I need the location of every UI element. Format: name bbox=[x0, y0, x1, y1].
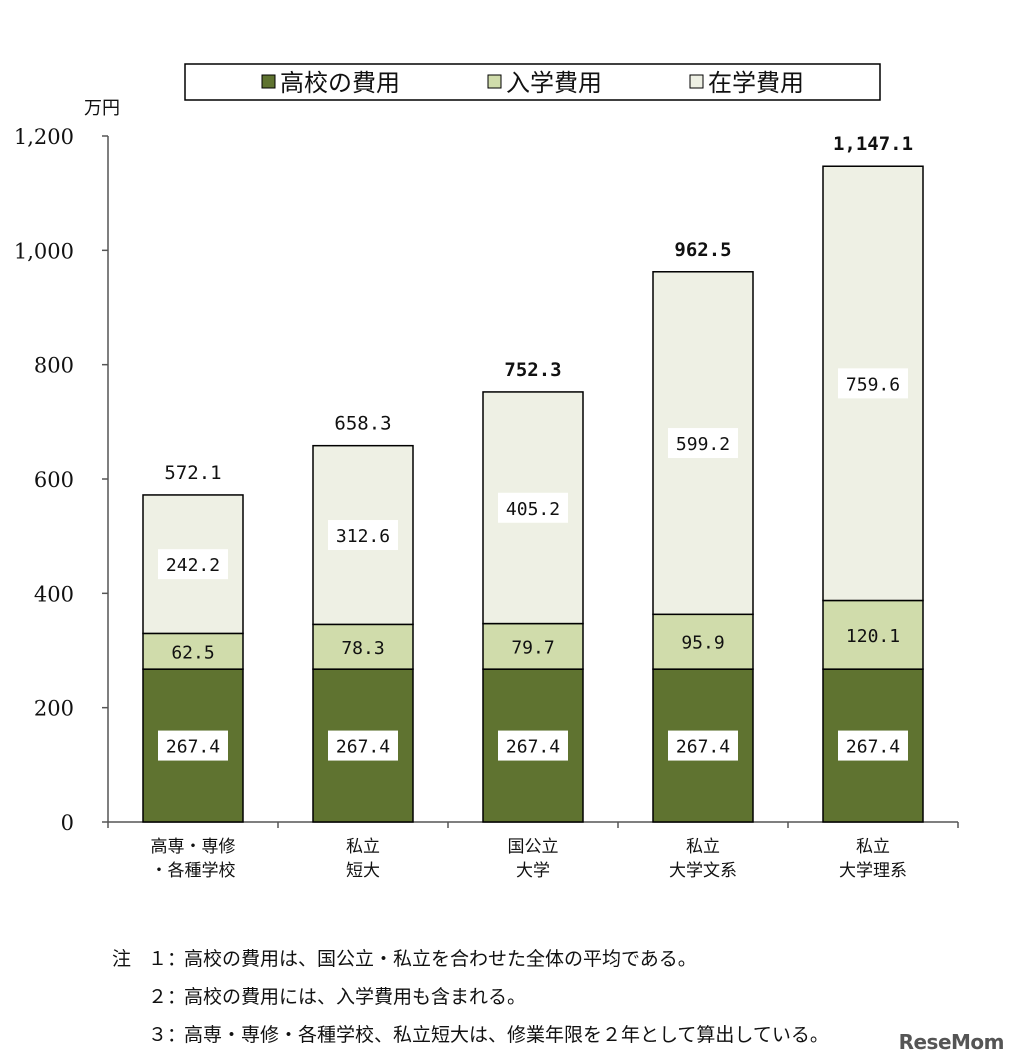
bar-value-label-box bbox=[158, 730, 228, 761]
note-row-3: ３： 高専・専修・各種学校、私立短大は、修業年限を２年として算出している。 bbox=[112, 1016, 829, 1054]
note-number: ３： bbox=[148, 1024, 187, 1046]
note-number: ２： bbox=[148, 986, 187, 1008]
bar-value-label: 267.4 bbox=[846, 737, 900, 758]
x-category-label: 私立 bbox=[346, 837, 380, 857]
legend-label: 入学費用 bbox=[506, 69, 602, 97]
x-category-label: 大学文系 bbox=[669, 861, 737, 881]
note-text: 高校の費用は、国公立・私立を合わせた全体の平均である。 bbox=[184, 948, 697, 970]
note-prefix: 注 bbox=[112, 948, 132, 970]
bar-value-label: 599.2 bbox=[676, 434, 730, 455]
note-row-1: 注 １： 高校の費用は、国公立・私立を合わせた全体の平均である。 bbox=[112, 940, 829, 978]
bar-value-label: 267.4 bbox=[506, 737, 560, 758]
y-tick-label: 800 bbox=[34, 354, 74, 378]
bar-value-label-box bbox=[498, 730, 568, 761]
x-category-label: 高専・専修 bbox=[151, 837, 236, 857]
bar-value-label-box bbox=[838, 368, 908, 399]
x-category-label: 短大 bbox=[346, 861, 380, 881]
bar-value-label-box bbox=[158, 549, 228, 580]
legend-swatch bbox=[487, 74, 502, 89]
bar-total-label: 1,147.1 bbox=[833, 133, 913, 155]
legend-label: 在学費用 bbox=[708, 69, 804, 97]
note-number: １： bbox=[148, 948, 187, 970]
x-category-label: 私立 bbox=[856, 837, 890, 857]
bar-value-label: 120.1 bbox=[846, 626, 900, 647]
bar-value-label: 312.6 bbox=[336, 526, 390, 547]
bar-value-label-box bbox=[328, 730, 398, 761]
bar-value-label-box bbox=[328, 520, 398, 551]
bar-value-label: 78.3 bbox=[341, 638, 384, 659]
bar-total-label: 572.1 bbox=[164, 462, 221, 484]
y-tick-label: 200 bbox=[34, 697, 74, 721]
bar-segment bbox=[822, 599, 924, 670]
chart-notes: 注 １： 高校の費用は、国公立・私立を合わせた全体の平均である。 ２： 高校の費… bbox=[112, 940, 829, 1054]
x-category-label: 大学 bbox=[516, 861, 550, 881]
y-axis-unit-label: 万円 bbox=[84, 98, 120, 119]
bar-value-label: 79.7 bbox=[511, 637, 554, 658]
legend-swatch bbox=[689, 74, 704, 89]
y-tick-label: 1,200 bbox=[14, 125, 74, 149]
bar-value-label-box bbox=[668, 730, 738, 761]
bar-value-label: 405.2 bbox=[506, 499, 560, 520]
note-text: 高専・専修・各種学校、私立短大は、修業年限を２年として算出している。 bbox=[184, 1024, 829, 1046]
y-tick-label: 600 bbox=[34, 468, 74, 492]
bar-value-label-box bbox=[838, 730, 908, 761]
bar-value-label-box bbox=[668, 428, 738, 459]
bar-value-label-box bbox=[498, 492, 568, 523]
y-tick-label: 1,000 bbox=[14, 239, 74, 263]
bar-value-label: 267.4 bbox=[336, 737, 390, 758]
bar-total-label: 962.5 bbox=[674, 239, 731, 261]
bar-value-label: 242.2 bbox=[166, 555, 220, 576]
bar-value-label: 759.6 bbox=[846, 374, 900, 395]
x-category-label: ・各種学校 bbox=[151, 861, 236, 881]
bar-value-label: 62.5 bbox=[171, 642, 214, 663]
legend-swatch bbox=[261, 74, 276, 89]
x-category-label: 大学理系 bbox=[839, 861, 907, 881]
x-category-label: 国公立 bbox=[508, 837, 559, 857]
y-tick-label: 400 bbox=[34, 582, 74, 606]
bar-total-label: 658.3 bbox=[334, 413, 391, 435]
x-category-label: 私立 bbox=[686, 837, 720, 857]
legend-box bbox=[184, 63, 881, 101]
note-row-2: ２： 高校の費用には、入学費用も含まれる。 bbox=[112, 978, 829, 1016]
note-text: 高校の費用には、入学費用も含まれる。 bbox=[184, 986, 527, 1008]
bar-value-label: 267.4 bbox=[166, 737, 220, 758]
bar-value-label: 95.9 bbox=[681, 633, 724, 654]
bar-value-label: 267.4 bbox=[676, 737, 730, 758]
y-tick-label: 0 bbox=[61, 811, 74, 835]
legend-label: 高校の費用 bbox=[280, 69, 400, 97]
bar-total-label: 752.3 bbox=[504, 359, 561, 381]
bar-segment bbox=[482, 622, 584, 670]
watermark-logo: ReseMom bbox=[898, 1030, 1005, 1054]
